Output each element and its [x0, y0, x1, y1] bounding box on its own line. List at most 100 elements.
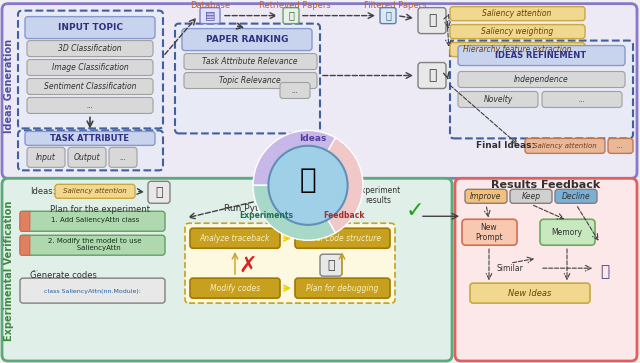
FancyBboxPatch shape: [540, 219, 595, 245]
Text: 3D Classification: 3D Classification: [58, 44, 122, 53]
Text: ✓: ✓: [406, 201, 424, 221]
Text: 🐬: 🐬: [300, 166, 316, 194]
Text: ...: ...: [579, 95, 586, 104]
Text: ...: ...: [120, 153, 127, 162]
FancyBboxPatch shape: [2, 4, 637, 178]
Text: 🤖: 🤖: [428, 69, 436, 82]
FancyBboxPatch shape: [175, 24, 320, 134]
FancyBboxPatch shape: [418, 8, 446, 34]
FancyBboxPatch shape: [608, 138, 633, 154]
FancyBboxPatch shape: [190, 278, 280, 298]
FancyBboxPatch shape: [450, 25, 585, 38]
FancyBboxPatch shape: [68, 147, 106, 167]
Text: Ideas: Ideas: [300, 134, 326, 143]
FancyBboxPatch shape: [20, 235, 165, 255]
Text: PAPER RANKING: PAPER RANKING: [206, 35, 288, 44]
Text: Final Ideas:: Final Ideas:: [476, 141, 535, 150]
Text: Generate codes: Generate codes: [30, 271, 97, 280]
FancyBboxPatch shape: [465, 189, 507, 203]
FancyBboxPatch shape: [27, 78, 153, 94]
Text: Keep: Keep: [522, 192, 541, 201]
FancyBboxPatch shape: [27, 147, 65, 167]
Text: Decline: Decline: [562, 192, 590, 201]
Text: Similar: Similar: [497, 264, 524, 273]
Text: Memory: Memory: [552, 228, 582, 237]
Text: Topic Relevance: Topic Relevance: [219, 76, 281, 85]
FancyBboxPatch shape: [200, 8, 220, 24]
Text: ✗: ✗: [239, 256, 257, 276]
Text: 2. Modify the model to use
   SaliencyAttn: 2. Modify the model to use SaliencyAttn: [48, 238, 141, 251]
Text: Results Feedback: Results Feedback: [492, 180, 600, 190]
FancyBboxPatch shape: [18, 11, 163, 129]
Text: 📄: 📄: [288, 11, 294, 21]
Text: Ideas Generation: Ideas Generation: [4, 38, 14, 132]
FancyBboxPatch shape: [458, 72, 625, 87]
FancyBboxPatch shape: [450, 7, 585, 21]
Wedge shape: [253, 185, 335, 240]
Text: INPUT TOPIC: INPUT TOPIC: [58, 23, 122, 32]
FancyBboxPatch shape: [450, 41, 633, 138]
FancyBboxPatch shape: [462, 219, 517, 245]
FancyBboxPatch shape: [25, 131, 155, 146]
FancyBboxPatch shape: [18, 130, 163, 170]
Circle shape: [268, 146, 348, 225]
FancyBboxPatch shape: [184, 73, 317, 89]
Wedge shape: [253, 130, 335, 185]
Text: Run Python file and Debug: Run Python file and Debug: [225, 204, 346, 213]
Text: Experiment
results: Experiment results: [356, 185, 400, 205]
Text: ▤: ▤: [205, 11, 215, 21]
Text: 1. Add SaliencyAttn class: 1. Add SaliencyAttn class: [51, 217, 139, 223]
FancyBboxPatch shape: [470, 283, 590, 303]
Text: New
Prompt: New Prompt: [475, 223, 503, 242]
Text: Local code structure: Local code structure: [303, 234, 381, 243]
FancyBboxPatch shape: [458, 91, 538, 107]
Text: 🤖: 🤖: [156, 186, 163, 199]
FancyBboxPatch shape: [555, 189, 597, 203]
Text: ...: ...: [291, 86, 299, 95]
Text: Hierarchy feature extraction: Hierarchy feature extraction: [463, 45, 572, 54]
FancyBboxPatch shape: [418, 62, 446, 89]
FancyBboxPatch shape: [182, 29, 312, 50]
Text: IDEAS REFINEMENT: IDEAS REFINEMENT: [495, 51, 587, 60]
Text: Input: Input: [36, 153, 56, 162]
Text: 📋: 📋: [385, 11, 391, 21]
Text: 🗑: 🗑: [600, 264, 609, 279]
Text: Experimental Verification: Experimental Verification: [4, 201, 14, 341]
Text: Task Attribute Relevance: Task Attribute Relevance: [202, 57, 298, 66]
FancyBboxPatch shape: [458, 46, 625, 66]
FancyBboxPatch shape: [280, 82, 310, 98]
Text: Experiments: Experiments: [240, 211, 294, 220]
FancyBboxPatch shape: [542, 91, 622, 107]
Wedge shape: [308, 138, 363, 233]
Text: Saliency attention: Saliency attention: [533, 143, 597, 149]
Text: Ideas:: Ideas:: [30, 187, 56, 196]
Text: class SaliencyAttn(nn.Module):: class SaliencyAttn(nn.Module):: [44, 289, 140, 294]
FancyBboxPatch shape: [25, 17, 155, 38]
FancyBboxPatch shape: [185, 223, 395, 303]
Text: Feedback: Feedback: [323, 211, 365, 220]
FancyBboxPatch shape: [20, 211, 165, 231]
Text: Saliency weighting: Saliency weighting: [481, 27, 553, 36]
Text: Image Classification: Image Classification: [52, 63, 129, 72]
FancyBboxPatch shape: [20, 278, 165, 303]
FancyBboxPatch shape: [2, 178, 452, 361]
FancyBboxPatch shape: [295, 278, 390, 298]
Text: Plan for the experiment: Plan for the experiment: [50, 205, 150, 214]
FancyBboxPatch shape: [109, 147, 137, 167]
FancyBboxPatch shape: [450, 42, 585, 57]
Text: Saliency attention: Saliency attention: [483, 9, 552, 18]
Text: ...: ...: [31, 264, 38, 273]
Text: Saliency attention: Saliency attention: [63, 188, 127, 194]
FancyBboxPatch shape: [20, 235, 30, 255]
Text: Output: Output: [74, 153, 100, 162]
FancyBboxPatch shape: [283, 8, 299, 24]
FancyBboxPatch shape: [27, 41, 153, 57]
Text: ...: ...: [616, 143, 623, 149]
FancyBboxPatch shape: [510, 189, 552, 203]
FancyBboxPatch shape: [320, 254, 342, 276]
FancyBboxPatch shape: [55, 184, 135, 198]
Text: Novelty: Novelty: [483, 95, 513, 104]
FancyBboxPatch shape: [184, 54, 317, 70]
FancyBboxPatch shape: [27, 98, 153, 114]
Text: 🤖: 🤖: [428, 14, 436, 28]
